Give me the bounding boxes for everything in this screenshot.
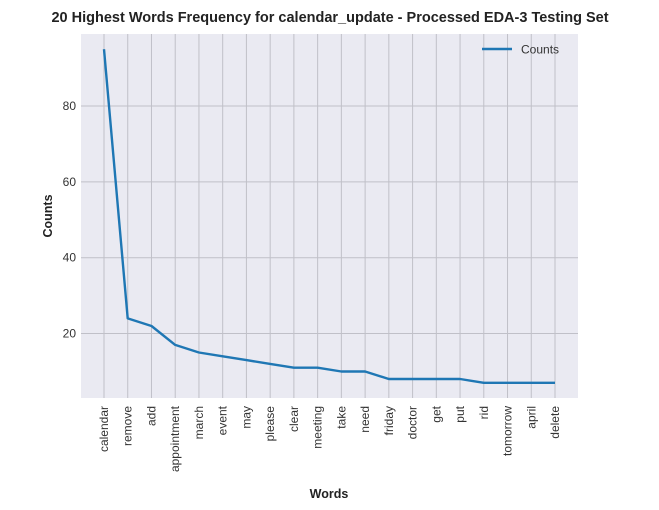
x-tick-label: may — [239, 406, 253, 429]
plot-area — [81, 34, 578, 398]
x-tick-label: take — [334, 406, 348, 429]
x-axis-ticks: calendar remove add appointment march event ma… — [97, 405, 562, 472]
x-tick-label: april — [524, 406, 538, 429]
x-tick-label: march — [192, 406, 206, 439]
y-tick-label: 80 — [63, 99, 77, 113]
x-tick-label: appointment — [168, 405, 182, 472]
y-tick-label: 40 — [63, 251, 77, 265]
chart-title: 20 Highest Words Frequency for calendar_… — [51, 10, 608, 26]
y-axis-ticks: 20 40 60 80 — [63, 99, 77, 341]
x-tick-label: clear — [287, 406, 301, 432]
x-tick-label: event — [216, 405, 230, 435]
y-tick-label: 20 — [63, 327, 77, 341]
x-tick-label: get — [429, 405, 443, 422]
y-tick-label: 60 — [63, 175, 77, 189]
x-tick-label: friday — [382, 406, 396, 435]
x-tick-label: remove — [121, 406, 135, 446]
x-tick-label: put — [453, 405, 467, 422]
x-tick-label: need — [358, 406, 372, 433]
x-tick-label: add — [144, 406, 158, 426]
y-axis-label: Counts — [41, 194, 55, 237]
x-tick-label: delete — [548, 406, 562, 439]
x-tick-label: please — [263, 406, 277, 442]
x-tick-label: meeting — [311, 406, 325, 449]
legend-label-counts: Counts — [521, 43, 559, 57]
x-tick-label: doctor — [406, 406, 420, 439]
x-tick-label: calendar — [97, 406, 111, 452]
x-tick-label: rid — [477, 406, 491, 419]
x-axis-label: Words — [310, 487, 349, 501]
x-tick-label: tomorrow — [501, 406, 515, 456]
